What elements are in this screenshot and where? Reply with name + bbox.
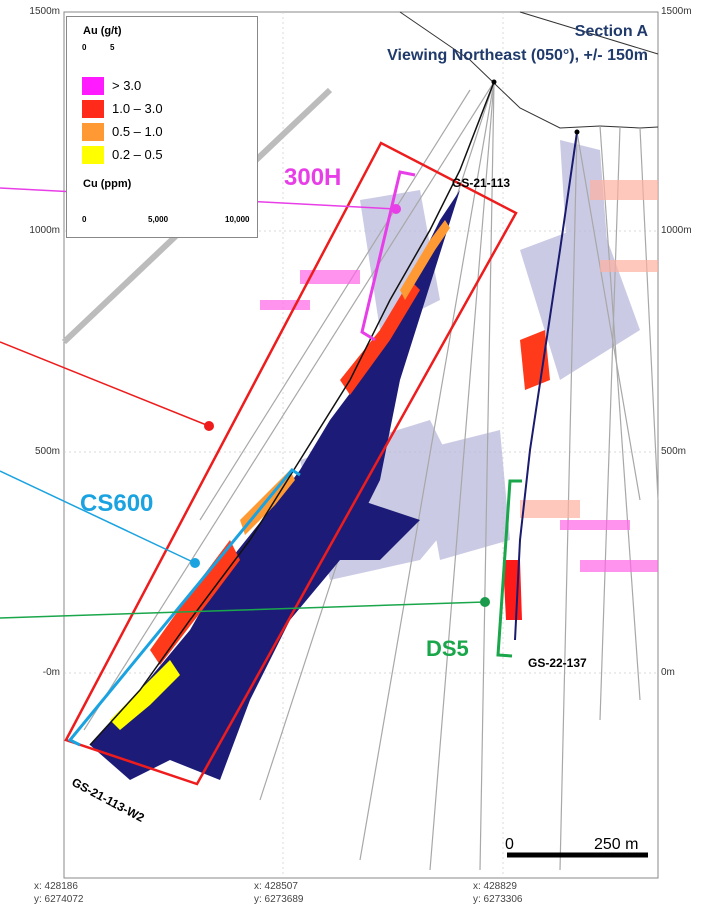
scale-max: 250 m <box>594 836 639 853</box>
hole-label-gs-22-137: GS-22-137 <box>528 656 587 670</box>
au-zone-box <box>64 141 518 786</box>
topography-line-2 <box>519 11 659 55</box>
legend-panel: Au (g/t) 0 5 > 3.0 1.0 – 3.0 0.5 – 1.0 0.2 … <box>66 16 258 238</box>
collar-gs-22-137 <box>574 129 580 135</box>
legend-class-1-3-swatch <box>82 100 104 118</box>
topography-line <box>399 11 659 129</box>
elev-right-1500: 1500m <box>661 6 692 17</box>
coord-2: x: 428507 y: 6273689 <box>254 880 304 906</box>
legend-class-02-05-label: 0.2 – 0.5 <box>112 147 163 162</box>
cu-legend-title: Cu (ppm) <box>83 178 132 190</box>
coord-1-x: x: 428186 <box>34 881 78 892</box>
elev-left-0: -0m <box>42 667 60 678</box>
leader-ds5 <box>0 601 486 619</box>
coord-2-x: x: 428507 <box>254 881 298 892</box>
legend-class-gt3-label: > 3.0 <box>112 78 142 93</box>
elev-left-1000: 1000m <box>29 225 60 236</box>
zone-label-cs600: CS600 <box>80 490 154 517</box>
coord-1-y: y: 6274072 <box>34 894 84 905</box>
coord-1: x: 428186 y: 6274072 <box>34 880 84 906</box>
legend-class-1-3-label: 1.0 – 3.0 <box>112 101 163 116</box>
coord-3-y: y: 6273306 <box>473 894 523 905</box>
cu-tick-2: 10,000 <box>225 215 250 224</box>
coord-3: x: 428829 y: 6273306 <box>473 880 523 906</box>
title-line-2: Viewing Northeast (050°), +/- 150m <box>387 47 648 64</box>
leader-cs600 <box>0 470 196 564</box>
cu-tick-1: 5,000 <box>148 215 169 224</box>
au-legend-title: Au (g/t) <box>83 25 122 37</box>
collar-gs-21-113 <box>491 79 497 85</box>
au-scale-max: 5 <box>110 43 115 52</box>
section-title: Section A Viewing Northeast (050°), +/- … <box>387 20 648 68</box>
zone-label-300h: 300H <box>284 164 342 191</box>
leader-red <box>0 341 210 427</box>
cu-tick-0: 0 <box>82 215 87 224</box>
drill-hole-gs-21-113 <box>89 81 495 746</box>
elev-right-500: 500m <box>661 446 687 457</box>
leader-cs600-dot <box>190 558 200 568</box>
elev-left-1500: 1500m <box>29 6 60 17</box>
scale-min: 0 <box>505 836 514 853</box>
elev-right-1000: 1000m <box>661 225 692 236</box>
elev-right-0: 0m <box>661 667 675 678</box>
leader-red-dot <box>204 421 214 431</box>
zone-bracket-300h <box>360 170 416 342</box>
au-pink-hits <box>260 270 658 572</box>
leader-300h-dot <box>391 204 401 214</box>
legend-class-05-1-swatch <box>82 123 104 141</box>
leader-ds5-dot <box>480 597 490 607</box>
hole-label-gs-21-113: GS-21-113 <box>452 176 511 190</box>
drill-hole-gs-22-137 <box>514 131 578 641</box>
au-salmon-hits <box>520 180 658 518</box>
legend-class-05-1-label: 0.5 – 1.0 <box>112 124 163 139</box>
elev-left-500: 500m <box>34 446 60 457</box>
zone-bracket-cs600 <box>67 468 301 747</box>
map-frame <box>63 11 659 879</box>
zone-label-ds5: DS5 <box>426 636 469 661</box>
title-line-1: Section A <box>574 23 648 40</box>
legend-class-gt3-swatch <box>82 77 104 95</box>
au-scale-min: 0 <box>82 43 87 52</box>
legend-class-02-05-swatch <box>82 146 104 164</box>
au-intercepts <box>110 220 550 730</box>
coord-2-y: y: 6273689 <box>254 894 304 905</box>
coord-3-x: x: 428829 <box>473 881 517 892</box>
zone-bracket-ds5 <box>496 479 522 658</box>
